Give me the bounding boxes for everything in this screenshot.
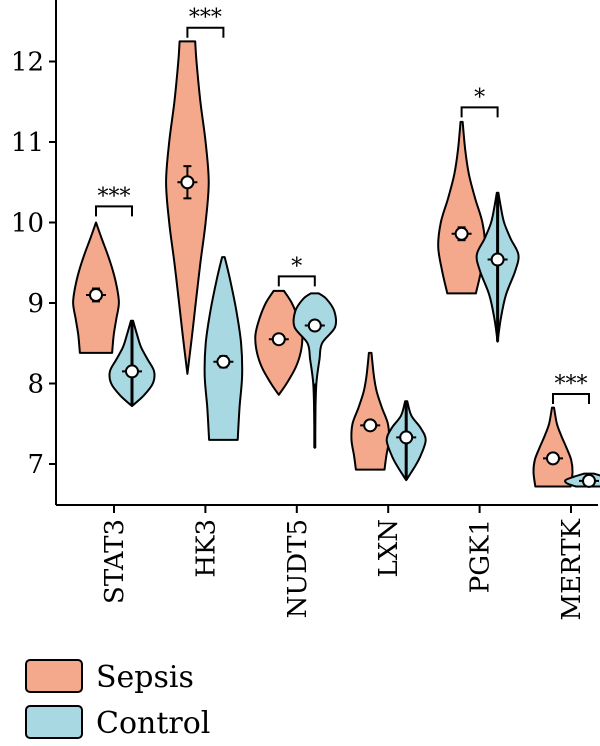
- median-point-lxn-control: [399, 430, 414, 445]
- median-point-stat3-sepsis: [89, 287, 103, 302]
- sig-label-nudt5: *: [291, 254, 302, 279]
- median-point-pgk1-control: [490, 252, 505, 267]
- violin-hk3-sepsis: [165, 40, 210, 375]
- sig-label-mertk: ***: [555, 372, 588, 397]
- median-point-stat3-control: [125, 364, 139, 379]
- x-tick-label-mertk: MERTK: [557, 518, 587, 620]
- sig-bracket-mertk: [552, 392, 590, 404]
- y-tick-label-12: 12: [11, 48, 44, 78]
- x-tick-label-lxn: LXN: [374, 519, 404, 578]
- sig-bracket-hk3: [186, 26, 225, 38]
- violin-pgk1-sepsis: [437, 120, 487, 295]
- legend-swatch-control: [25, 705, 83, 739]
- median-point-mertk-sepsis: [546, 451, 560, 466]
- sig-bracket-nudt5: [277, 275, 316, 287]
- sig-label-pgk1: *: [474, 85, 485, 110]
- sig-bracket-pgk1: [460, 106, 499, 118]
- violins-layer: [72, 40, 600, 488]
- median-point-hk3-sepsis: [180, 175, 195, 190]
- median-point-nudt5-control: [307, 318, 322, 333]
- sig-label-hk3: ***: [189, 6, 222, 31]
- violin-mertk-sepsis: [532, 406, 574, 488]
- legend-label-sepsis: Sepsis: [96, 660, 194, 695]
- violin-lxn-sepsis: [350, 351, 391, 471]
- legend: Sepsis Control: [25, 659, 210, 741]
- legend-swatch-sepsis: [25, 659, 83, 693]
- x-tick-label-pgk1: PGK1: [466, 519, 496, 593]
- median-point-pgk1-sepsis: [454, 226, 469, 241]
- x-tick-label-stat3: STAT3: [100, 519, 130, 604]
- median-point-nudt5-sepsis: [271, 332, 286, 347]
- y-tick-label-8: 8: [27, 370, 44, 400]
- y-tick-label-11: 11: [11, 128, 44, 158]
- y-tick-label-10: 10: [11, 209, 44, 239]
- y-tick-label-7: 7: [27, 450, 44, 480]
- median-point-lxn-sepsis: [363, 418, 378, 433]
- legend-label-control: Control: [96, 706, 210, 741]
- sig-bracket-stat3: [95, 205, 133, 217]
- axes-layer: 7 8 9 10 11 12 STAT3 HK3 NUDT5 LXN PGK1 MERTK: [11, 0, 598, 621]
- median-point-mertk-control: [582, 473, 596, 488]
- x-tick-label-nudt5: NUDT5: [283, 519, 313, 618]
- significance-layer: ***********: [95, 6, 590, 404]
- violin-hk3-control: [203, 256, 244, 441]
- y-tick-label-9: 9: [27, 289, 44, 319]
- x-tick-label-hk3: HK3: [191, 519, 221, 578]
- sig-label-stat3: ***: [98, 184, 131, 209]
- median-point-hk3-control: [216, 354, 231, 369]
